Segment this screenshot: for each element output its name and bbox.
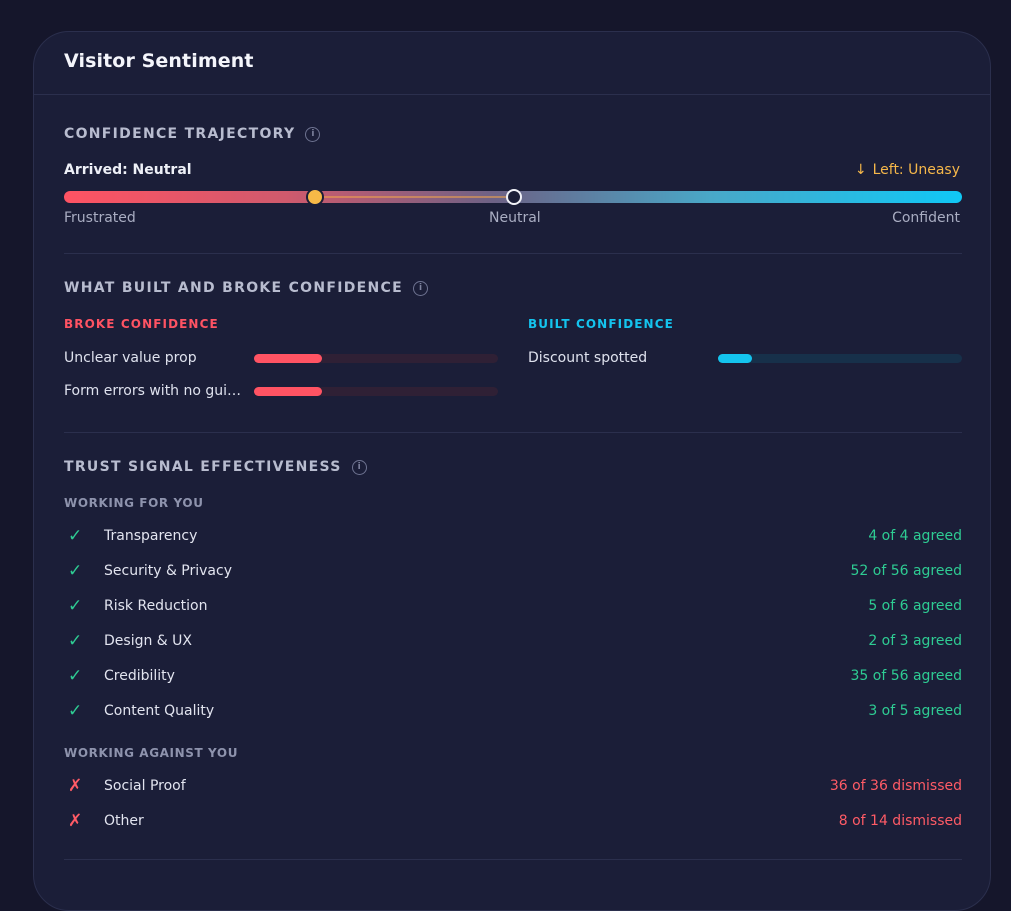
trust-signal-title: TRUST SIGNAL EFFECTIVENESS i bbox=[64, 459, 367, 475]
trust-signal-count: 4 of 4 agreed bbox=[868, 528, 962, 544]
trust-signal-title-text: TRUST SIGNAL EFFECTIVENESS bbox=[64, 459, 342, 475]
factor-bar bbox=[254, 387, 498, 396]
trust-signal-name: Transparency bbox=[104, 528, 198, 544]
trust-signal-count: 36 of 36 dismissed bbox=[829, 778, 962, 794]
trust-signal-name: Content Quality bbox=[104, 703, 215, 719]
trust-row: ✓ Transparency 4 of 4 agreed bbox=[64, 525, 962, 547]
info-icon[interactable]: i bbox=[413, 280, 428, 296]
check-icon: ✓ bbox=[68, 596, 83, 616]
trust-signal-count: 2 of 3 agreed bbox=[868, 633, 962, 649]
arrow-down-icon: ↓ bbox=[854, 162, 867, 178]
working-against-you-label: WORKING AGAINST YOU bbox=[64, 746, 239, 760]
trust-signal-name: Credibility bbox=[104, 668, 175, 684]
arrived-sentiment-marker bbox=[506, 189, 522, 205]
trust-signal-count: 3 of 5 agreed bbox=[868, 703, 962, 719]
built-broke-title: WHAT BUILT AND BROKE CONFIDENCE i bbox=[64, 280, 428, 296]
trust-signal-name: Risk Reduction bbox=[104, 598, 208, 614]
scale-label-confident: Confident bbox=[892, 210, 960, 226]
header-divider bbox=[34, 94, 990, 95]
visitor-sentiment-card: Visitor Sentiment CONFIDENCE TRAJECTORY … bbox=[33, 31, 991, 911]
confidence-track bbox=[64, 188, 962, 206]
trajectory-path bbox=[314, 196, 512, 198]
check-icon: ✓ bbox=[68, 666, 83, 686]
built-confidence-heading: BUILT CONFIDENCE bbox=[528, 317, 674, 331]
left-label-text: Left: Uneasy bbox=[872, 162, 960, 178]
factor-bar-fill bbox=[254, 387, 322, 396]
trust-signal-count: 52 of 56 agreed bbox=[850, 563, 962, 579]
trust-row: ✓ Risk Reduction 5 of 6 agreed bbox=[64, 595, 962, 617]
arrived-label: Arrived: Neutral bbox=[64, 162, 192, 178]
section-divider bbox=[64, 859, 962, 860]
working-for-you-label: WORKING FOR YOU bbox=[64, 496, 204, 510]
trust-signal-name: Other bbox=[104, 813, 144, 829]
trust-signal-count: 35 of 56 agreed bbox=[850, 668, 962, 684]
factor-bar bbox=[718, 354, 962, 363]
trust-signal-count: 5 of 6 agreed bbox=[868, 598, 962, 614]
scale-label-frustrated: Frustrated bbox=[64, 210, 136, 226]
scale-label-neutral: Neutral bbox=[489, 210, 541, 226]
check-icon: ✓ bbox=[68, 526, 83, 546]
check-icon: ✓ bbox=[68, 561, 83, 581]
trust-row: ✓ Security & Privacy 52 of 56 agreed bbox=[64, 560, 962, 582]
left-sentiment-marker bbox=[306, 188, 324, 206]
trust-row: ✓ Design & UX 2 of 3 agreed bbox=[64, 630, 962, 652]
trust-row: ✗ Other 8 of 14 dismissed bbox=[64, 810, 962, 832]
trust-row: ✗ Social Proof 36 of 36 dismissed bbox=[64, 775, 962, 797]
trust-row: ✓ Credibility 35 of 56 agreed bbox=[64, 665, 962, 687]
card-title: Visitor Sentiment bbox=[64, 50, 254, 72]
broke-confidence-heading: BROKE CONFIDENCE bbox=[64, 317, 219, 331]
info-icon[interactable]: i bbox=[305, 126, 321, 142]
cross-icon: ✗ bbox=[68, 776, 83, 796]
factor-label: Discount spotted bbox=[528, 350, 648, 366]
info-icon[interactable]: i bbox=[351, 459, 367, 475]
factor-label: Unclear value prop bbox=[64, 350, 197, 366]
trust-row: ✓ Content Quality 3 of 5 agreed bbox=[64, 700, 962, 722]
factor-bar-fill bbox=[718, 354, 752, 363]
trust-signal-name: Design & UX bbox=[104, 633, 192, 649]
factor-label: Form errors with no guidance bbox=[64, 383, 242, 399]
confidence-trajectory-title-text: CONFIDENCE TRAJECTORY bbox=[64, 126, 296, 142]
check-icon: ✓ bbox=[68, 631, 83, 651]
left-label: ↓ Left: Uneasy bbox=[855, 162, 960, 178]
check-icon: ✓ bbox=[68, 701, 83, 721]
factor-bar bbox=[254, 354, 498, 363]
factor-bar-fill bbox=[254, 354, 322, 363]
trust-signal-name: Social Proof bbox=[104, 778, 186, 794]
trust-signal-name: Security & Privacy bbox=[104, 563, 232, 579]
trust-signal-count: 8 of 14 dismissed bbox=[838, 813, 962, 829]
section-divider bbox=[64, 432, 962, 433]
confidence-trajectory-title: CONFIDENCE TRAJECTORY i bbox=[64, 126, 321, 142]
section-divider bbox=[64, 253, 962, 254]
cross-icon: ✗ bbox=[68, 811, 83, 831]
built-broke-title-text: WHAT BUILT AND BROKE CONFIDENCE bbox=[64, 280, 403, 296]
